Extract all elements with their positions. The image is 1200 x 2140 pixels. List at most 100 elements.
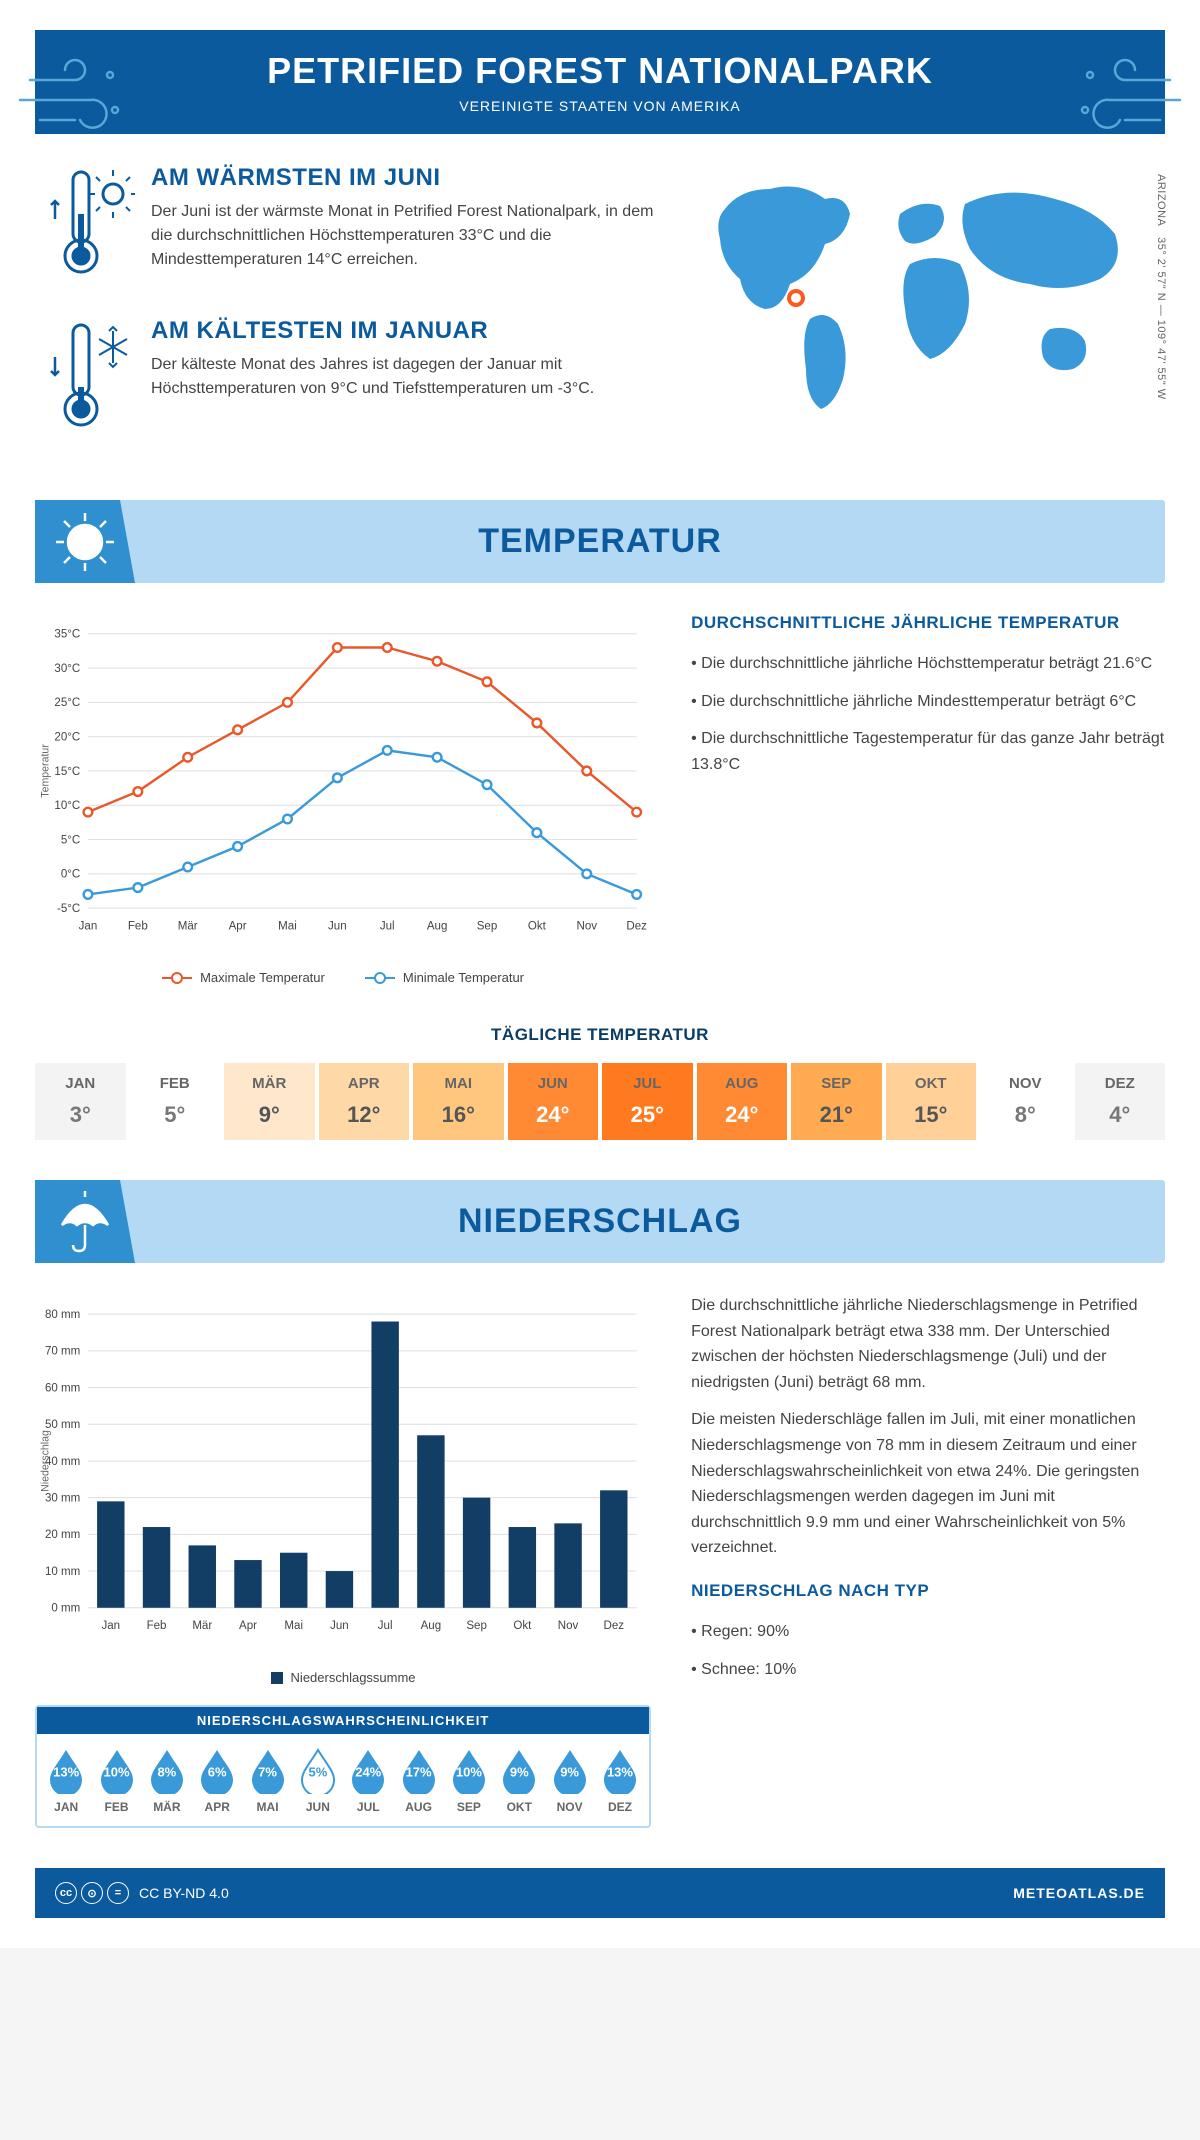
thermometer-hot-icon [45, 164, 135, 289]
precip-para2: Die meisten Niederschläge fallen im Juli… [691, 1407, 1165, 1561]
precip-prob-drop: 17%AUG [395, 1746, 441, 1814]
temperature-line-chart: -5°C0°C5°C10°C15°C20°C25°C30°C35°CJanFeb… [35, 613, 651, 985]
wind-icon-right [1055, 50, 1185, 145]
temperature-chart-row: -5°C0°C5°C10°C15°C20°C25°C30°C35°CJanFeb… [35, 613, 1165, 985]
temp-chart-legend: Maximale Temperatur Minimale Temperatur [35, 970, 651, 985]
warmest-block: AM WÄRMSTEN IM JUNI Der Juni ist der wär… [45, 164, 665, 289]
world-map [695, 164, 1155, 424]
svg-text:80 mm: 80 mm [45, 1309, 80, 1321]
license-text: CC BY-ND 4.0 [139, 1885, 229, 1901]
svg-text:Dez: Dez [626, 920, 647, 932]
section-title-temperature: TEMPERATUR [57, 522, 1143, 561]
svg-text:20 mm: 20 mm [45, 1529, 80, 1541]
footer-site: METEOATLAS.DE [1013, 1885, 1145, 1901]
intro-text-column: AM WÄRMSTEN IM JUNI Der Juni ist der wär… [45, 164, 665, 470]
header-banner: PETRIFIED FOREST NATIONALPARK VEREINIGTE… [35, 30, 1165, 134]
daily-temp-cell: DEZ4° [1075, 1063, 1166, 1140]
svg-text:20°C: 20°C [54, 732, 80, 744]
daily-temp-cell: MÄR9° [224, 1063, 315, 1140]
section-title-precipitation: NIEDERSCHLAG [57, 1202, 1143, 1241]
precip-prob-drop: 9%NOV [546, 1746, 592, 1814]
coldest-text: Der kälteste Monat des Jahres ist dagege… [151, 353, 665, 401]
section-header-temperature: TEMPERATUR [35, 500, 1165, 583]
wind-icon-left [15, 50, 145, 145]
warmest-text: Der Juni ist der wärmste Monat in Petrif… [151, 200, 665, 272]
precipitation-text: Die durchschnittliche jährliche Niedersc… [691, 1293, 1165, 1828]
svg-text:Okt: Okt [513, 1620, 532, 1632]
precipitation-chart-row: 0 mm10 mm20 mm30 mm40 mm50 mm60 mm70 mm8… [35, 1293, 1165, 1828]
umbrella-icon [35, 1180, 135, 1263]
precip-prob-drop: 13%JAN [43, 1746, 89, 1814]
daily-temp-cell: MAI16° [413, 1063, 504, 1140]
svg-text:5°C: 5°C [61, 834, 80, 846]
svg-text:Mär: Mär [178, 920, 198, 932]
svg-text:Nov: Nov [558, 1620, 579, 1632]
svg-text:Dez: Dez [604, 1620, 625, 1632]
svg-text:Niederschlag: Niederschlag [39, 1430, 51, 1492]
svg-text:Temperatur: Temperatur [39, 744, 51, 798]
nd-icon: = [107, 1882, 129, 1904]
daily-temp-cell: AUG24° [697, 1063, 788, 1140]
svg-text:0 mm: 0 mm [51, 1603, 80, 1615]
by-icon: ⊙ [81, 1882, 103, 1904]
precip-type-item: Schnee: 10% [691, 1657, 1165, 1683]
svg-text:Apr: Apr [229, 920, 247, 932]
svg-text:Jul: Jul [378, 1620, 393, 1632]
svg-text:70 mm: 70 mm [45, 1346, 80, 1358]
daily-temp-cell: JAN3° [35, 1063, 126, 1140]
precip-bytype-list: Regen: 90% Schnee: 10% [691, 1619, 1165, 1682]
temp-bullet-list: Die durchschnittliche jährliche Höchstte… [691, 651, 1165, 777]
precip-type-item: Regen: 90% [691, 1619, 1165, 1645]
svg-text:Mär: Mär [192, 1620, 212, 1632]
precipitation-bar-chart: 0 mm10 mm20 mm30 mm40 mm50 mm60 mm70 mm8… [35, 1293, 651, 1828]
precip-prob-drop: 6%APR [194, 1746, 240, 1814]
svg-text:Jan: Jan [101, 1620, 120, 1632]
precip-prob-drops: 13%JAN10%FEB8%MÄR6%APR7%MAI5%JUN24%JUL17… [37, 1734, 649, 1826]
svg-text:30 mm: 30 mm [45, 1493, 80, 1505]
temp-bullet: Die durchschnittliche jährliche Höchstte… [691, 651, 1165, 677]
daily-temp-cell: OKT15° [886, 1063, 977, 1140]
footer: cc ⊙ = CC BY-ND 4.0 METEOATLAS.DE [35, 1868, 1165, 1918]
svg-text:Jun: Jun [328, 920, 347, 932]
svg-text:Sep: Sep [477, 920, 498, 932]
temp-bullet: Die durchschnittliche Tagestemperatur fü… [691, 726, 1165, 777]
precip-prob-title: NIEDERSCHLAGSWAHRSCHEINLICHKEIT [37, 1707, 649, 1734]
svg-text:-5°C: -5°C [57, 903, 80, 915]
temp-bullet: Die durchschnittliche jährliche Mindestt… [691, 689, 1165, 715]
svg-text:10°C: 10°C [54, 800, 80, 812]
daily-temp-title: TÄGLICHE TEMPERATUR [35, 1025, 1165, 1045]
svg-text:15°C: 15°C [54, 766, 80, 778]
svg-text:Apr: Apr [239, 1620, 257, 1632]
map-column: ARIZONA 35° 2' 57" N — 109° 47' 55" W [695, 164, 1155, 470]
precipitation-probability-panel: NIEDERSCHLAGSWAHRSCHEINLICHKEIT 13%JAN10… [35, 1705, 651, 1828]
svg-text:Aug: Aug [427, 920, 448, 932]
precip-chart-legend: Niederschlagssumme [35, 1670, 651, 1685]
svg-text:60 mm: 60 mm [45, 1382, 80, 1394]
page-title: PETRIFIED FOREST NATIONALPARK [55, 50, 1145, 92]
temperature-text: DURCHSCHNITTLICHE JÄHRLICHE TEMPERATUR D… [691, 613, 1165, 985]
daily-temp-cell: APR12° [319, 1063, 410, 1140]
precip-prob-drop: 24%JUL [345, 1746, 391, 1814]
svg-text:10 mm: 10 mm [45, 1566, 80, 1578]
svg-text:Sep: Sep [466, 1620, 487, 1632]
daily-temp-cell: JUN24° [508, 1063, 599, 1140]
precip-prob-drop: 10%FEB [93, 1746, 139, 1814]
svg-text:Aug: Aug [421, 1620, 442, 1632]
svg-text:30°C: 30°C [54, 663, 80, 675]
cc-icons: cc ⊙ = [55, 1882, 129, 1904]
svg-text:Jan: Jan [79, 920, 98, 932]
svg-text:Nov: Nov [576, 920, 597, 932]
precip-prob-drop: 8%MÄR [144, 1746, 190, 1814]
svg-text:Mai: Mai [284, 1620, 303, 1632]
footer-license: cc ⊙ = CC BY-ND 4.0 [55, 1882, 229, 1904]
svg-text:35°C: 35°C [54, 629, 80, 641]
map-location-marker [787, 289, 805, 307]
daily-temp-cell: NOV8° [980, 1063, 1071, 1140]
svg-text:Mai: Mai [278, 920, 297, 932]
coldest-block: AM KÄLTESTEN IM JANUAR Der kälteste Mona… [45, 317, 665, 442]
precip-prob-drop: 5%JUN [295, 1746, 341, 1814]
thermometer-cold-icon [45, 317, 135, 442]
sun-icon [35, 500, 135, 583]
precip-bytype-heading: NIEDERSCHLAG NACH TYP [691, 1581, 1165, 1601]
precip-prob-drop: 10%SEP [446, 1746, 492, 1814]
